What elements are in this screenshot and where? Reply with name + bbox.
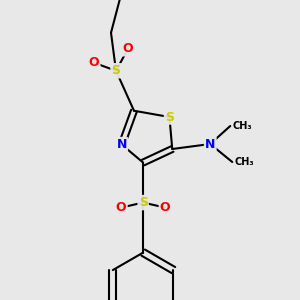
Text: O: O: [116, 201, 127, 214]
Text: O: O: [123, 42, 133, 55]
Text: N: N: [205, 137, 215, 151]
Text: S: S: [165, 110, 174, 124]
Text: O: O: [160, 201, 170, 214]
Text: S: S: [139, 196, 148, 209]
Text: CH₃: CH₃: [234, 157, 254, 167]
Text: S: S: [112, 64, 121, 77]
Text: O: O: [89, 56, 99, 69]
Text: N: N: [116, 138, 127, 151]
Text: CH₃: CH₃: [232, 121, 252, 131]
